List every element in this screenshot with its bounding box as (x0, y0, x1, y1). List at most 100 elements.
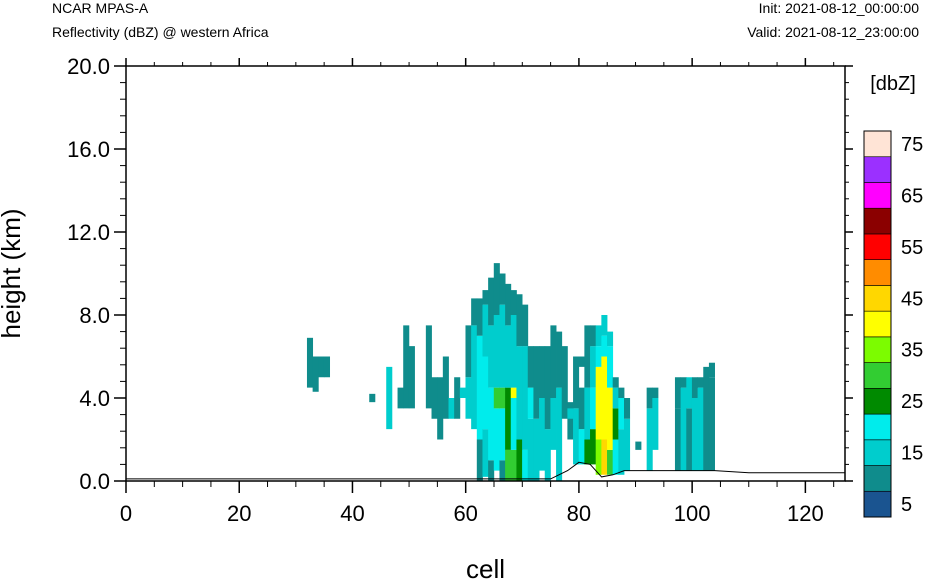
reflectivity-cell (691, 377, 699, 398)
reflectivity-cell (697, 377, 704, 388)
reflectivity-cell (590, 387, 597, 430)
reflectivity-cell (516, 294, 523, 347)
reflectivity-cell (499, 408, 506, 461)
reflectivity-cell (624, 398, 631, 419)
reflectivity-cell (510, 398, 517, 450)
reflectivity-cell (550, 398, 557, 450)
reflectivity-cell (516, 346, 523, 440)
reflectivity-cell (680, 387, 687, 471)
reflectivity-cell (652, 387, 659, 398)
reflectivity-cell (624, 418, 631, 471)
reflectivity-cell (691, 398, 699, 471)
reflectivity-cell (573, 356, 580, 409)
reflectivity-cell (476, 439, 483, 481)
reflectivity-cell (607, 346, 614, 388)
reflectivity-cell (488, 460, 495, 481)
reflectivity-cell (601, 315, 608, 336)
colorbar-frame (863, 130, 892, 518)
reflectivity-cell (680, 377, 687, 388)
x-tick-label: 80 (567, 501, 591, 526)
y-tick-label: 16.0 (67, 137, 110, 162)
reflectivity-cell (618, 398, 625, 430)
reflectivity-cell (556, 331, 563, 388)
reflectivity-cell (306, 337, 314, 388)
reflectivity-cell (708, 377, 715, 471)
y-tick-label: 0.0 (79, 469, 110, 494)
reflectivity-cell (601, 356, 608, 440)
reflectivity-cell (369, 393, 376, 403)
x-tick-label: 100 (674, 501, 711, 526)
reflectivity-cell (482, 429, 489, 477)
reflectivity-cell (584, 325, 591, 388)
reflectivity-cell (703, 366, 710, 398)
colorbar-label: 55 (901, 237, 923, 259)
colorbar-swatch (863, 310, 892, 338)
reflectivity-cell (318, 356, 325, 378)
reflectivity-cell (607, 387, 614, 450)
reflectivity-cell (601, 335, 608, 357)
reflectivity-cell (408, 346, 415, 409)
reflectivity-cell (493, 315, 500, 388)
colorbar-swatch (863, 362, 892, 389)
colorbar-title: [dbZ] (870, 73, 916, 95)
reflectivity-cell (454, 377, 461, 419)
reflectivity-cell (607, 449, 614, 475)
x-tick-label: 20 (227, 501, 251, 526)
reflectivity-cell (493, 263, 500, 315)
reflectivity-cell (499, 273, 506, 305)
colorbar-swatch (863, 259, 892, 286)
reflectivity-cell (590, 325, 597, 347)
colorbar-swatch (863, 233, 892, 260)
reflectivity-cell (312, 356, 319, 392)
colorbar-swatch (863, 465, 892, 492)
reflectivity-cell (510, 449, 517, 481)
colorbar-swatch (863, 130, 892, 158)
reflectivity-cell (403, 325, 410, 409)
colorbar-swatch (863, 156, 892, 183)
colorbar-swatch (863, 490, 892, 518)
reflectivity-cell (488, 325, 495, 388)
reflectivity-cell (386, 366, 393, 430)
valid-time: Valid: 2021-08-12_23:00:00 (747, 24, 919, 40)
reflectivity-cell (482, 356, 489, 430)
colorbar-label: 5 (901, 494, 912, 516)
reflectivity-cell (686, 408, 693, 471)
reflectivity-cell (618, 387, 625, 398)
reflectivity-cell (533, 418, 540, 481)
reflectivity-cell (522, 449, 529, 481)
reflectivity-cell (488, 277, 495, 326)
reflectivity-cell (431, 377, 438, 419)
reflectivity-cell (674, 377, 682, 409)
reflectivity-cell (595, 325, 602, 347)
reflectivity-cell (612, 408, 619, 440)
reflectivity-cell (499, 387, 506, 409)
reflectivity-cell (516, 439, 523, 481)
reflectivity-cell (471, 325, 478, 430)
reflectivity-cell (476, 298, 483, 336)
x-axis-label: cell (466, 554, 505, 580)
reflectivity-cell (595, 346, 602, 367)
reflectivity-cell (448, 398, 455, 419)
field-title: Reflectivity (dBZ) @ western Africa (52, 24, 269, 40)
reflectivity-cell (567, 408, 574, 419)
reflectivity-cell (527, 418, 534, 481)
reflectivity-cell (437, 377, 444, 440)
colorbar-swatch (863, 439, 892, 466)
reflectivity-cell (646, 408, 653, 471)
reflectivity-cell (482, 304, 489, 357)
reflectivity-cell (578, 429, 585, 465)
reflectivity-cell (397, 387, 404, 409)
colorbar-label: 35 (901, 340, 923, 362)
reflectivity-cell (539, 346, 546, 398)
reflectivity-cell (505, 283, 512, 326)
colorbar-swatch (863, 388, 892, 415)
reflectivity-cell (323, 356, 331, 378)
reflectivity-cell (674, 408, 682, 471)
reflectivity-cell (488, 387, 495, 398)
colorbar-swatch (863, 336, 892, 363)
x-tick-label: 60 (453, 501, 477, 526)
init-time: Init: 2021-08-12_00:00:00 (758, 0, 919, 16)
reflectivity-cell (510, 387, 517, 398)
reflectivity-cell (703, 398, 710, 471)
